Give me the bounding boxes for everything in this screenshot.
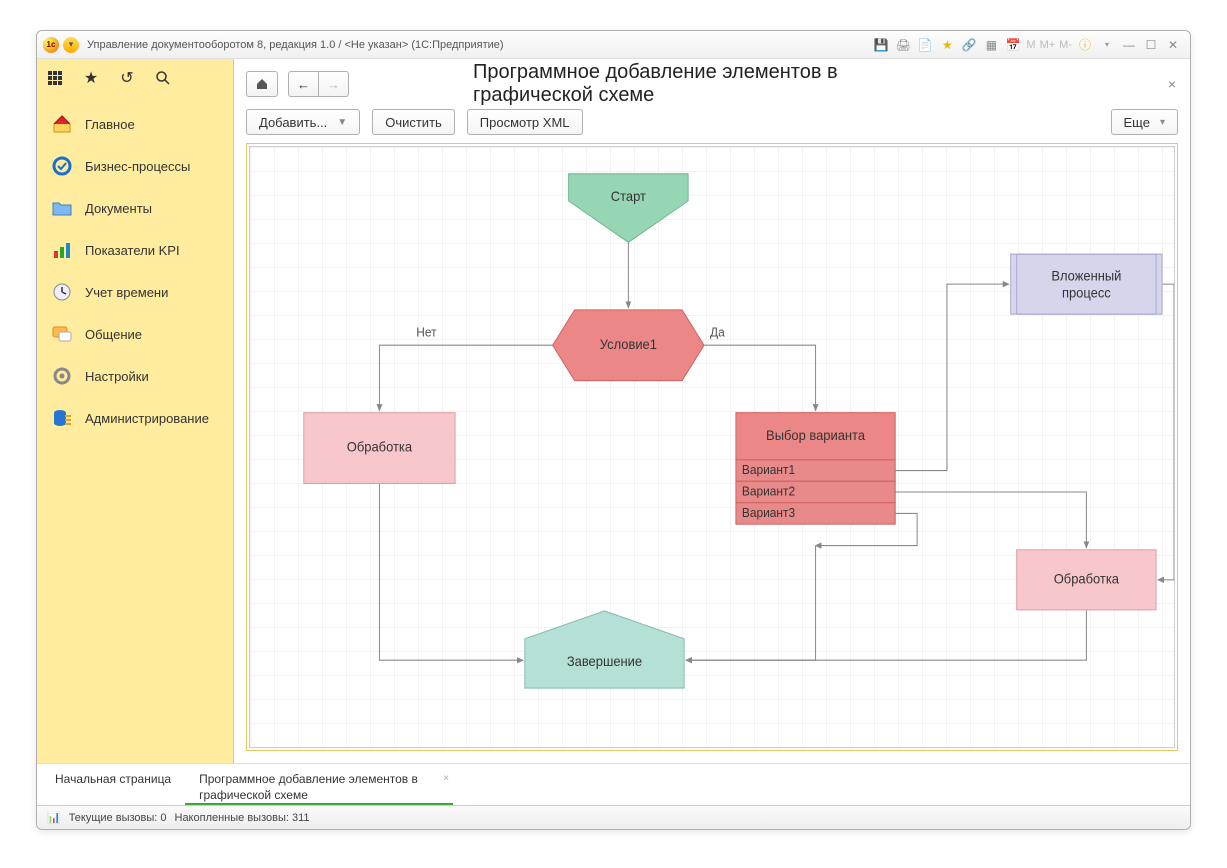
forward-button[interactable]: → — [318, 71, 349, 97]
svg-text:Вариант1: Вариант1 — [742, 463, 795, 478]
clear-button[interactable]: Очистить — [372, 109, 455, 135]
tab-home[interactable]: Начальная страница — [41, 768, 185, 805]
calc-m-button[interactable]: M — [1026, 39, 1035, 51]
svg-text:Завершение: Завершение — [567, 654, 642, 670]
calc-mminus-button[interactable]: M- — [1059, 39, 1072, 51]
sidebar-item-time[interactable]: Учет времени — [37, 271, 233, 313]
star-icon[interactable]: ★ — [938, 36, 956, 54]
sidebar-item-label: Учет времени — [85, 285, 168, 300]
back-button[interactable]: ← — [288, 71, 318, 97]
save-icon[interactable]: 💾 — [872, 36, 890, 54]
sidebar-item-main[interactable]: Главное — [37, 103, 233, 145]
status-bar: 📊 Текущие вызовы: 0 Накопленные вызовы: … — [37, 805, 1190, 829]
more-button[interactable]: Еще▾ — [1111, 109, 1178, 135]
add-button[interactable]: Добавить...▼ — [246, 109, 360, 135]
tab-flowchart[interactable]: Программное добавление элементов в графи… — [185, 768, 453, 805]
svg-text:процесс: процесс — [1062, 285, 1111, 301]
svg-text:Условие1: Условие1 — [600, 336, 657, 352]
favorite-icon[interactable]: ★ — [81, 68, 101, 88]
svg-text:Вложенный: Вложенный — [1051, 268, 1121, 284]
svg-text:Нет: Нет — [416, 325, 437, 340]
info-icon[interactable]: ⓘ — [1076, 36, 1094, 54]
folder-icon — [51, 197, 73, 219]
svg-text:Да: Да — [710, 325, 725, 340]
calc-mplus-button[interactable]: M+ — [1040, 39, 1056, 51]
view-xml-button[interactable]: Просмотр XML — [467, 109, 583, 135]
svg-text:Вариант2: Вариант2 — [742, 484, 795, 499]
svg-text:Обработка: Обработка — [1054, 571, 1120, 587]
gear-icon — [51, 365, 73, 387]
titlebar: 1c ▾ Управление документооборотом 8, ред… — [37, 31, 1190, 59]
status-current-calls: Текущие вызовы: 0 — [69, 812, 167, 824]
sidebar-item-chat[interactable]: Общение — [37, 313, 233, 355]
calc-icon[interactable]: ▦ — [982, 36, 1000, 54]
clock-icon — [51, 281, 73, 303]
sidebar-item-label: Документы — [85, 201, 152, 216]
calendar-icon[interactable]: 📅 — [1004, 36, 1022, 54]
sidebar-item-admin[interactable]: Администрирование — [37, 397, 233, 439]
svg-text:Вариант3: Вариант3 — [742, 505, 795, 520]
titlebar-dropdown-icon[interactable]: ▾ — [63, 37, 79, 53]
sidebar-item-settings[interactable]: Настройки — [37, 355, 233, 397]
svg-text:Выбор варианта: Выбор варианта — [766, 428, 865, 444]
page-title: Программное добавление элементов в графи… — [473, 61, 951, 107]
apps-grid-icon[interactable] — [45, 68, 65, 88]
page-close-button[interactable]: × — [1168, 76, 1176, 92]
link-icon[interactable]: 🔗 — [960, 36, 978, 54]
tab-bar: Начальная страница Программное добавлени… — [37, 763, 1190, 805]
window-title: Управление документооборотом 8, редакция… — [87, 39, 504, 51]
flowchart-canvas[interactable]: Старт Условие1 Обработка Выбор варианта Вари… — [246, 143, 1178, 751]
sidebar-item-kpi[interactable]: Показатели KPI — [37, 229, 233, 271]
sidebar-item-label: Администрирование — [85, 411, 209, 426]
history-icon[interactable]: ↺ — [117, 68, 137, 88]
process-icon — [51, 155, 73, 177]
home-button[interactable] — [246, 71, 278, 97]
sidebar: ★ ↺ Главное Бизнес-процессы Документы — [37, 59, 234, 763]
search-icon[interactable] — [153, 68, 173, 88]
sidebar-item-label: Настройки — [85, 369, 149, 384]
status-icon: 📊 — [47, 811, 61, 824]
home-icon — [51, 113, 73, 135]
status-accumulated-calls: Накопленные вызовы: 311 — [175, 812, 310, 824]
minimize-icon[interactable]: — — [1120, 36, 1138, 54]
tab-close-icon[interactable]: × — [443, 772, 449, 785]
sidebar-item-label: Главное — [85, 117, 135, 132]
sidebar-item-label: Бизнес-процессы — [85, 159, 190, 174]
database-icon — [51, 407, 73, 429]
print-icon[interactable]: 🖨 — [894, 36, 912, 54]
preview-icon[interactable]: 📄 — [916, 36, 934, 54]
app-logo-icon: 1c — [43, 37, 59, 53]
info-dropdown-icon[interactable]: ▾ — [1098, 36, 1116, 54]
close-icon[interactable]: ✕ — [1164, 36, 1182, 54]
sidebar-item-documents[interactable]: Документы — [37, 187, 233, 229]
chat-icon — [51, 323, 73, 345]
maximize-icon[interactable]: ☐ — [1142, 36, 1160, 54]
sidebar-item-label: Общение — [85, 327, 142, 342]
svg-text:Старт: Старт — [611, 189, 646, 205]
chart-icon — [51, 239, 73, 261]
sidebar-item-processes[interactable]: Бизнес-процессы — [37, 145, 233, 187]
svg-text:Обработка: Обработка — [347, 439, 413, 455]
sidebar-item-label: Показатели KPI — [85, 243, 180, 258]
